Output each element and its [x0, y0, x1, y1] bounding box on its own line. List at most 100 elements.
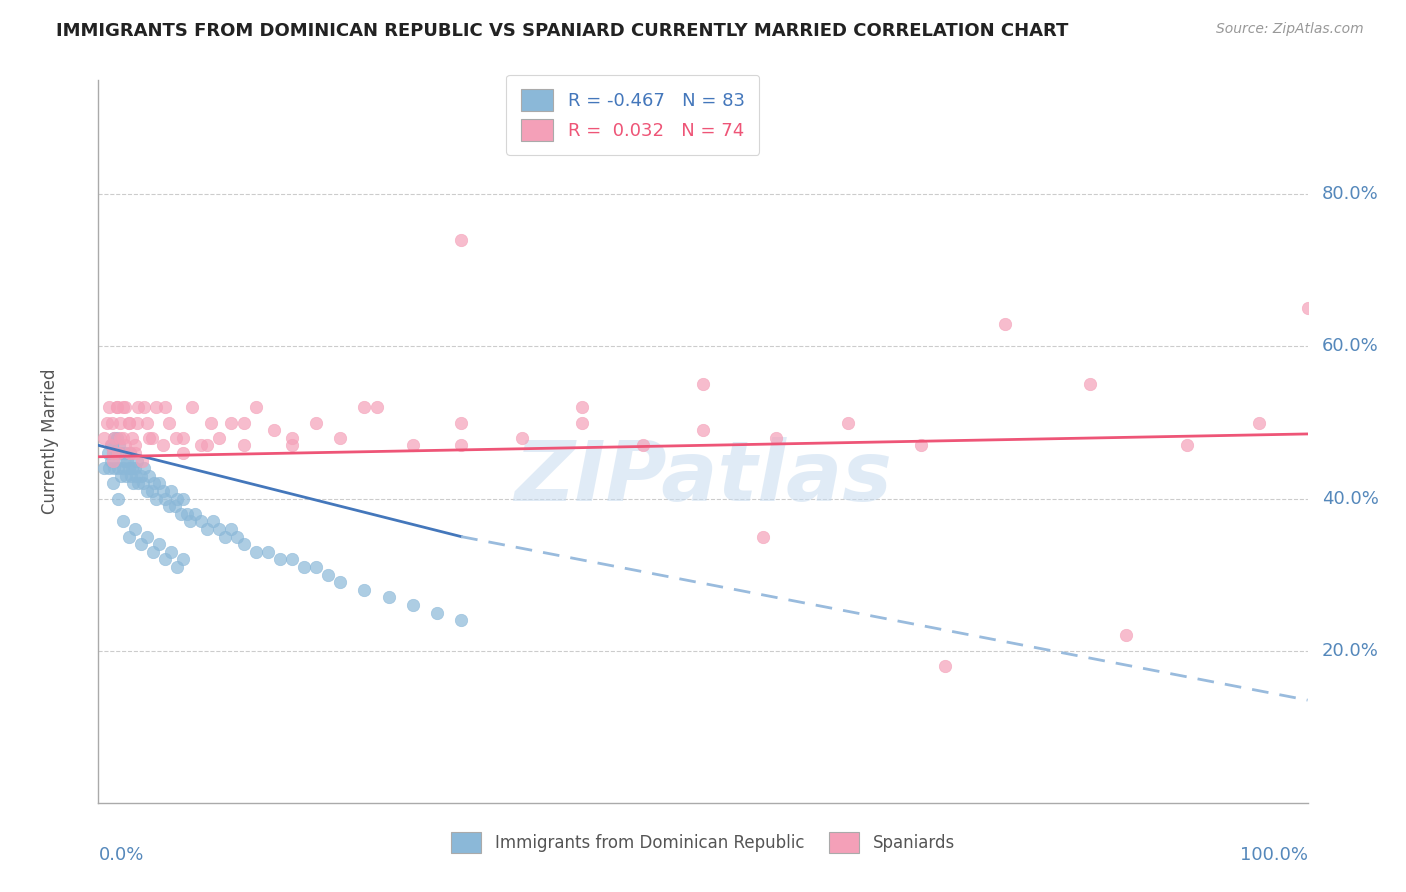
Point: [1249, 416, 1271, 430]
Point: [221, 416, 243, 430]
Point: [202, 515, 225, 529]
Point: [117, 453, 139, 467]
Point: [305, 416, 328, 430]
Point: [153, 401, 176, 415]
Point: [145, 491, 167, 506]
Point: [103, 431, 125, 445]
Point: [108, 431, 131, 445]
Point: [172, 552, 194, 566]
Point: [97, 446, 120, 460]
Point: [135, 483, 157, 498]
Point: [100, 438, 122, 452]
Point: [111, 401, 134, 415]
Point: [100, 453, 122, 467]
Point: [292, 560, 315, 574]
Point: [153, 552, 176, 566]
Point: [134, 401, 156, 415]
Point: [121, 431, 143, 445]
Text: 80.0%: 80.0%: [1322, 186, 1379, 203]
Point: [108, 416, 131, 430]
Point: [163, 499, 186, 513]
Point: [101, 453, 124, 467]
Point: [127, 401, 149, 415]
Point: [118, 416, 141, 430]
Point: [450, 438, 472, 452]
Point: [134, 461, 156, 475]
Point: [232, 537, 254, 551]
Point: [195, 438, 218, 452]
Point: [148, 476, 170, 491]
Point: [166, 491, 188, 506]
Point: [153, 491, 176, 506]
Point: [135, 416, 157, 430]
Point: [1078, 377, 1101, 392]
Point: [450, 416, 472, 430]
Point: [98, 401, 121, 415]
Point: [176, 507, 198, 521]
Point: [143, 476, 166, 491]
Point: [98, 461, 121, 475]
Point: [135, 530, 157, 544]
Point: [152, 483, 174, 498]
Point: [184, 507, 207, 521]
Point: [127, 476, 149, 491]
Point: [100, 416, 122, 430]
Point: [115, 468, 138, 483]
Point: [329, 575, 352, 590]
Text: ZIPatlas: ZIPatlas: [515, 437, 891, 518]
Point: [190, 515, 212, 529]
Point: [129, 537, 152, 551]
Point: [1115, 628, 1137, 642]
Point: [141, 483, 163, 498]
Point: [910, 438, 932, 452]
Point: [105, 401, 128, 415]
Point: [353, 582, 375, 597]
Point: [124, 522, 146, 536]
Point: [377, 591, 399, 605]
Point: [269, 552, 291, 566]
Point: [232, 416, 254, 430]
Point: [172, 491, 194, 506]
Point: [148, 537, 170, 551]
Point: [101, 476, 124, 491]
Point: [118, 461, 141, 475]
Point: [281, 438, 304, 452]
Point: [121, 461, 143, 475]
Point: [108, 446, 131, 460]
Point: [172, 431, 194, 445]
Point: [195, 522, 218, 536]
Point: [166, 560, 188, 574]
Point: [103, 431, 125, 445]
Point: [402, 598, 425, 612]
Point: [138, 431, 160, 445]
Point: [157, 416, 180, 430]
Point: [232, 438, 254, 452]
Point: [631, 438, 654, 452]
Point: [281, 431, 304, 445]
Point: [111, 461, 134, 475]
Point: [107, 491, 129, 506]
Point: [256, 545, 278, 559]
Point: [245, 545, 267, 559]
Point: [165, 431, 187, 445]
Point: [129, 468, 152, 483]
Point: [105, 401, 128, 415]
Point: [305, 560, 328, 574]
Point: [138, 468, 160, 483]
Point: [93, 431, 115, 445]
Point: [172, 446, 194, 460]
Point: [104, 446, 127, 460]
Point: [101, 446, 124, 460]
Point: [118, 446, 141, 460]
Point: [107, 461, 129, 475]
Point: [281, 552, 304, 566]
Point: [752, 530, 775, 544]
Point: [122, 476, 145, 491]
Point: [1175, 438, 1198, 452]
Point: [179, 515, 201, 529]
Point: [114, 446, 136, 460]
Point: [107, 446, 129, 460]
Text: 100.0%: 100.0%: [1240, 847, 1308, 864]
Point: [120, 468, 142, 483]
Legend: Immigrants from Dominican Republic, Spaniards: Immigrants from Dominican Republic, Span…: [444, 826, 962, 860]
